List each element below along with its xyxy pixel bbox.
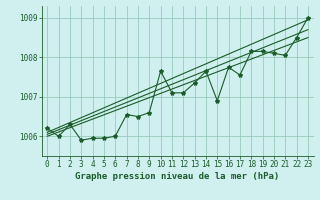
X-axis label: Graphe pression niveau de la mer (hPa): Graphe pression niveau de la mer (hPa) bbox=[76, 172, 280, 181]
